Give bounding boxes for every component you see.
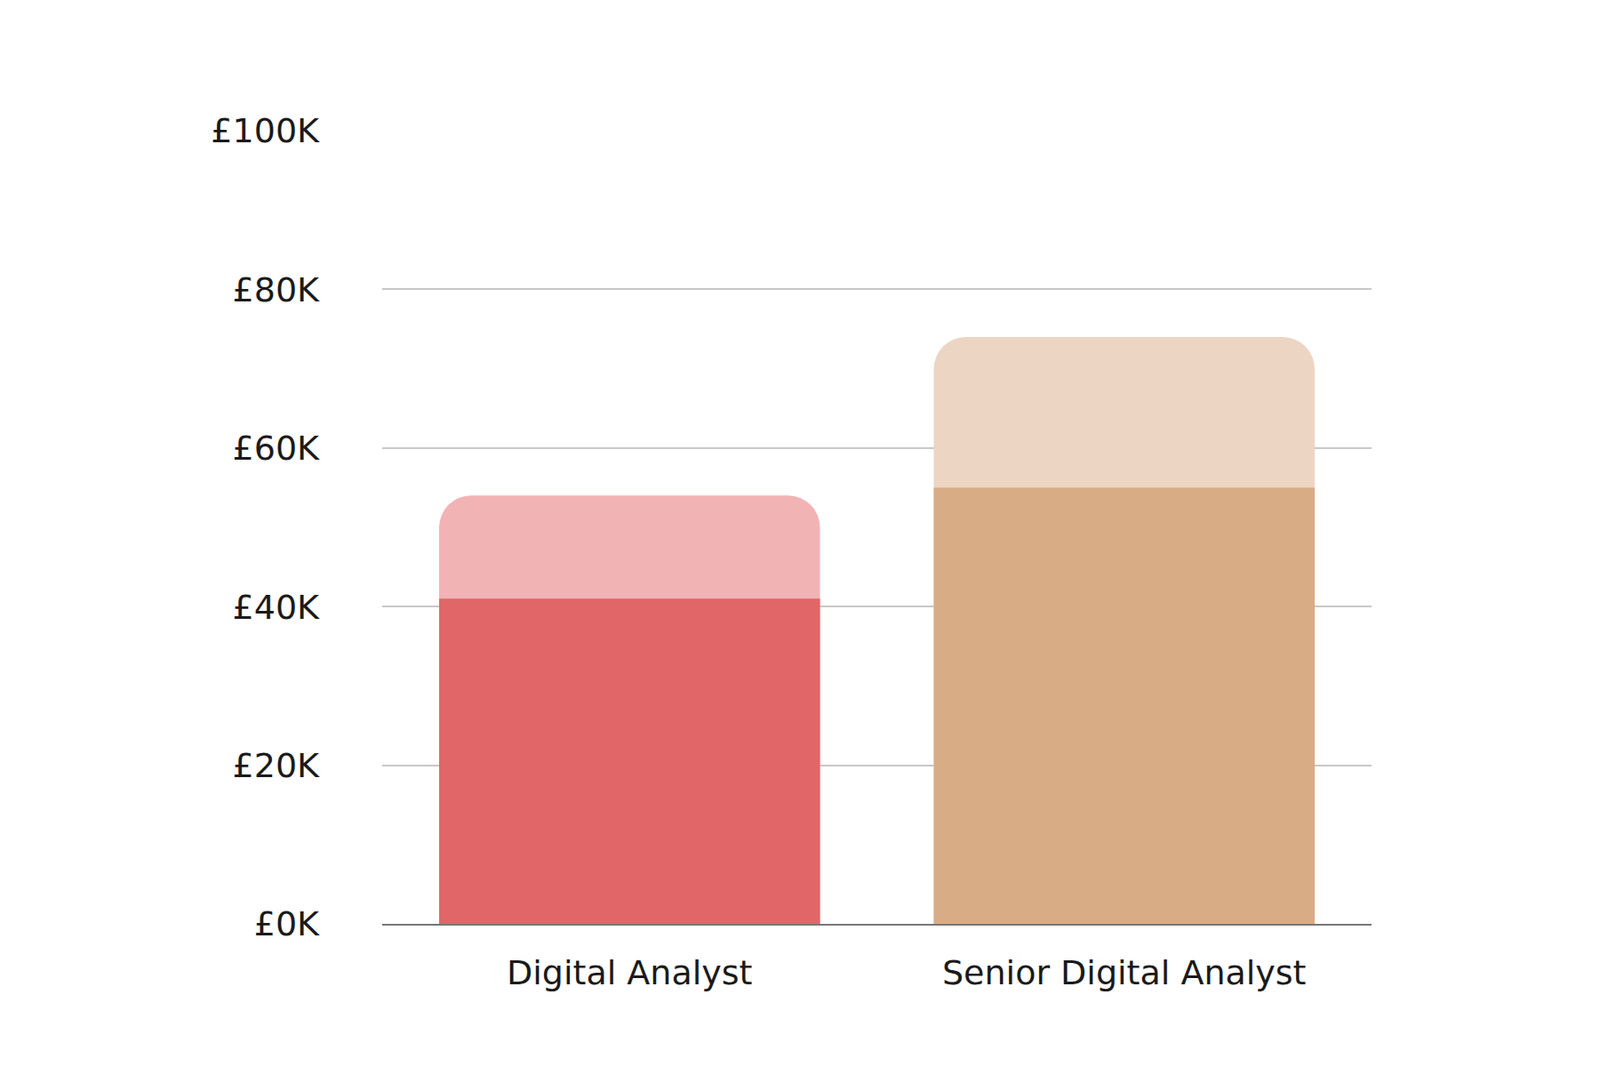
svg-text:£20K: £20K	[232, 745, 321, 785]
svg-text:£60K: £60K	[232, 428, 321, 468]
svg-text:Digital Analyst: Digital Analyst	[506, 952, 752, 992]
svg-text:£100K: £100K	[210, 111, 320, 151]
svg-text:£80K: £80K	[232, 270, 321, 310]
svg-text:£40K: £40K	[232, 587, 321, 627]
svg-text:£0K: £0K	[254, 904, 320, 944]
svg-text:Senior Digital Analyst: Senior Digital Analyst	[942, 952, 1307, 992]
